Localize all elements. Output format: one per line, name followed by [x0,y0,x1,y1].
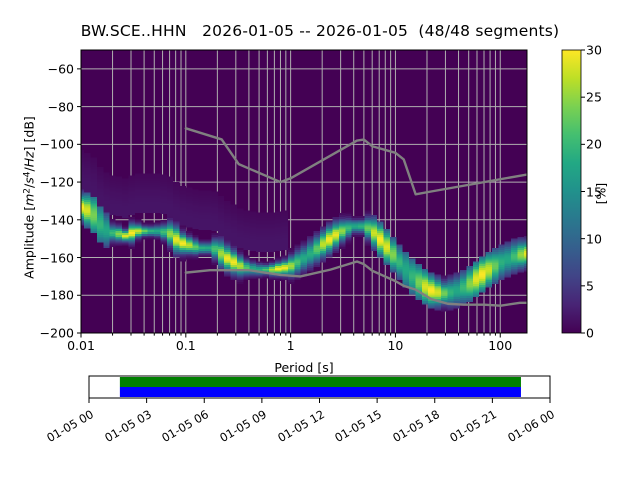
y-tick-label: −180 [39,287,74,303]
y-tick-label: −160 [39,250,74,266]
y-axis-label: Amplitude [m2/s4/Hz] [dB] [21,116,37,279]
colorbar-tick-label: 0 [586,325,594,341]
x-axis-label: Period [s] [274,360,334,375]
x-tick-label: 0.01 [67,338,95,353]
x-tick-label: 10 [387,338,404,353]
x-tick-label: 100 [488,338,513,353]
y-tick-label: −140 [39,212,74,228]
colorbar-tick-label: 30 [586,42,602,58]
colorbar [561,49,582,334]
y-tick-label: −60 [47,61,74,77]
timeline-ticks [88,398,551,403]
colorbar-ticks [581,49,585,334]
axes-frame [80,49,528,334]
x-tick-label: 1 [286,338,295,353]
colorbar-tick-label: 5 [586,278,594,294]
x-tick-label: 0.1 [175,338,196,353]
data-availability-band [119,387,521,397]
figure-title: BW.SCE..HHN 2026-01-05 -- 2026-01-05 (48… [80,22,560,40]
colorbar-tick-label: 15 [586,184,602,199]
colorbar-tick-label: 20 [586,136,602,152]
psd-segments-band [119,377,521,387]
y-tick-label: −100 [39,136,74,152]
y-tick-label: −200 [39,325,74,341]
colorbar-tick-label: 25 [586,89,602,105]
axis-ticks [77,68,501,338]
y-tick-label: −80 [47,99,74,115]
noise-model-curves [184,127,527,307]
y-tick-label: −120 [39,174,74,190]
colorbar-tick-label: 10 [586,231,602,247]
